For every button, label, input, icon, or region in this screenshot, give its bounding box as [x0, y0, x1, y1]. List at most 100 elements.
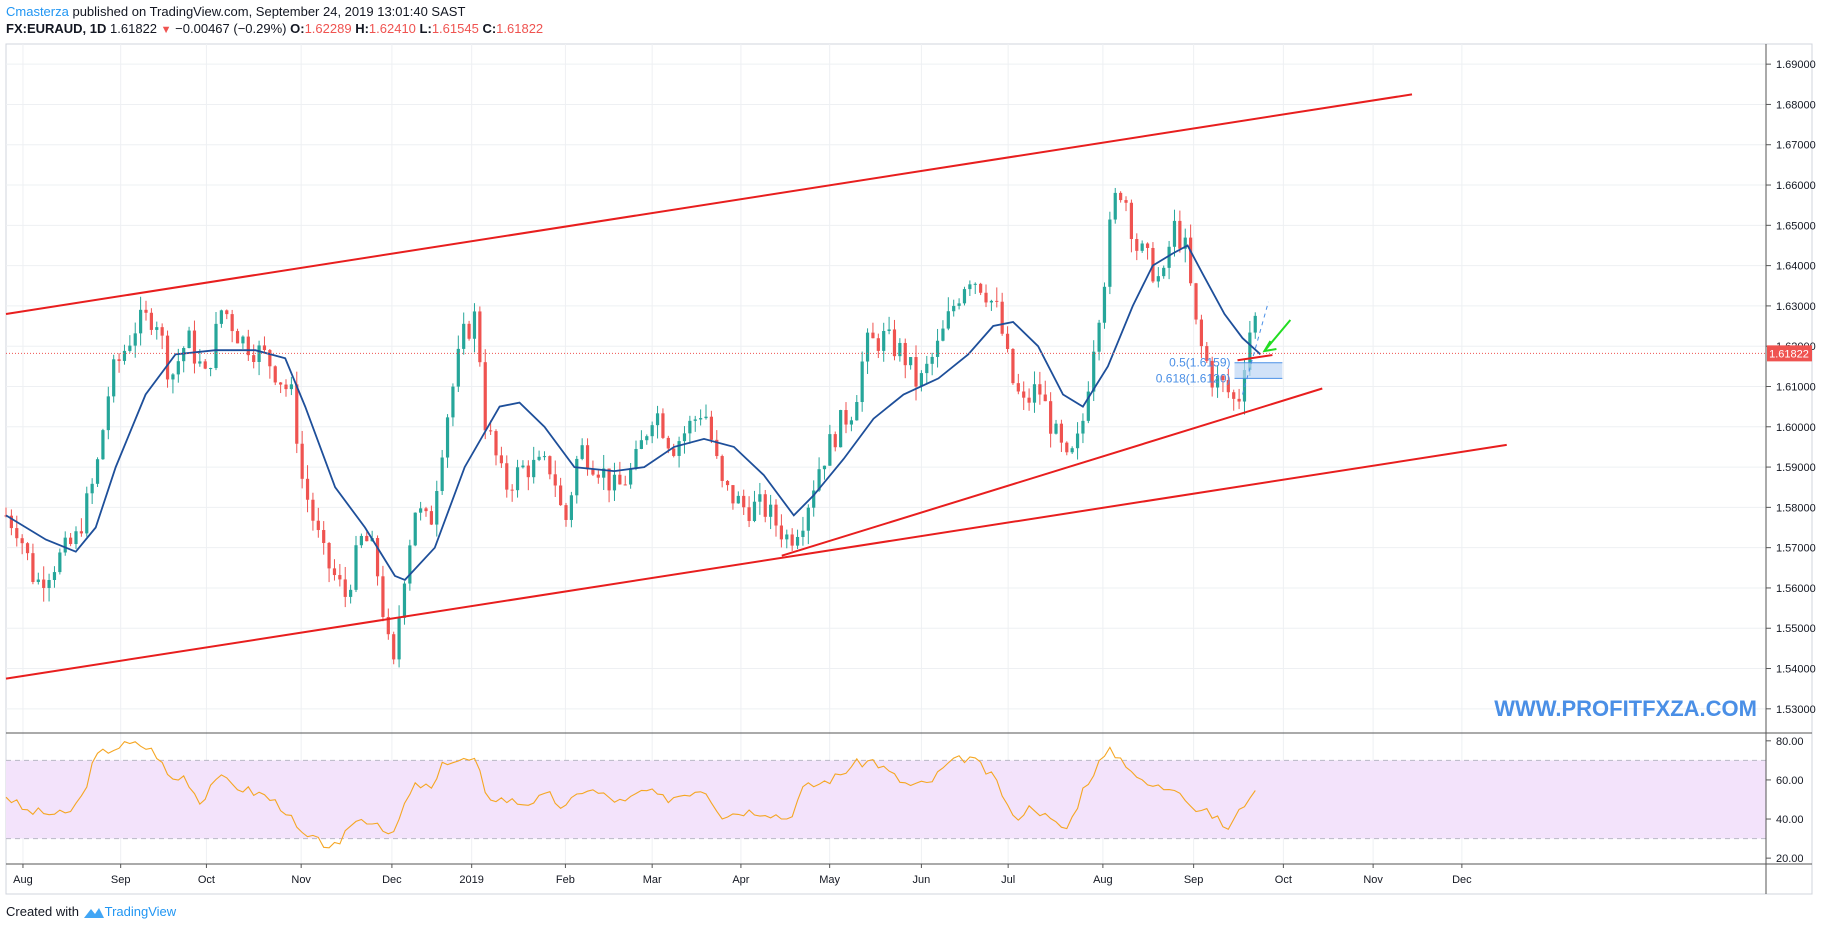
created-with-text: Created with: [6, 904, 79, 919]
price-tick-label: 1.59000: [1776, 462, 1816, 474]
chart-frame: [5, 43, 1813, 895]
price-tick-label: 1.54000: [1776, 664, 1816, 676]
candle-body: [1054, 423, 1058, 434]
candle-body: [898, 342, 902, 357]
candle-body: [1124, 200, 1128, 203]
candle-body: [580, 445, 584, 459]
candle-body: [241, 336, 245, 344]
rsi-axis[interactable]: 20.00 40.00 60.00 80.00: [1766, 736, 1804, 865]
candle-body: [402, 583, 407, 618]
candle-body: [542, 456, 547, 458]
candle-body: [661, 413, 665, 438]
candle-body: [47, 579, 51, 588]
candle-body: [844, 410, 848, 425]
candle-body: [596, 474, 600, 478]
candle-body: [919, 373, 923, 387]
price-tick-label: 1.66000: [1776, 180, 1816, 192]
candle-body: [548, 456, 552, 475]
candle-body: [790, 534, 794, 546]
fib-level-label: 0.618(1.6120): [1156, 371, 1231, 385]
candle-body: [1000, 301, 1004, 334]
trend-line: [5, 93, 1413, 315]
candle-body: [725, 480, 730, 486]
candle-body: [736, 495, 740, 504]
candle-body: [984, 292, 988, 303]
candle-body: [408, 545, 412, 584]
candle-body: [1043, 394, 1047, 402]
candle-body: [1226, 380, 1230, 393]
price-axis[interactable]: 1.53000 1.54000 1.55000 1.56000 1.57000 1.580…: [1766, 59, 1816, 716]
candle-body: [1232, 392, 1236, 399]
candle-body: [822, 465, 827, 470]
candle-body: [322, 530, 326, 543]
candle-body: [429, 511, 433, 525]
candle-body: [957, 303, 961, 306]
candle-body: [693, 419, 697, 421]
candle-body: [602, 468, 606, 478]
candle-body: [715, 439, 719, 457]
candle-body: [962, 289, 967, 304]
candle-body: [666, 437, 670, 449]
trend-line: [5, 443, 1507, 680]
time-tick-label: Oct: [1275, 874, 1292, 886]
candle-body: [774, 504, 778, 526]
candle-body: [510, 489, 514, 491]
candle-body: [849, 420, 853, 425]
candle-body: [305, 478, 310, 500]
candle-body: [720, 456, 724, 481]
candle-body: [381, 576, 385, 617]
candle-body: [1005, 333, 1010, 350]
rsi-line[interactable]: [5, 741, 1256, 849]
candle-body: [607, 468, 611, 491]
price-tick-label: 1.56000: [1776, 583, 1816, 595]
candle-body: [1097, 322, 1101, 352]
candle-body: [941, 328, 945, 341]
candle-body: [1038, 384, 1042, 395]
fib-retracement[interactable]: 0.5(1.6159)0.618(1.6120): [1156, 301, 1283, 395]
candle-body: [677, 441, 681, 456]
candle-body: [655, 413, 660, 426]
candle-body: [462, 323, 466, 349]
moving-average-line[interactable]: [5, 244, 1262, 581]
candle-body: [769, 504, 773, 517]
candle-body: [892, 329, 897, 357]
last-price-box: [1767, 345, 1812, 362]
candle-body: [688, 420, 692, 434]
time-tick-label: Oct: [198, 874, 215, 886]
price-tick-label: 1.55000: [1776, 623, 1816, 635]
channel-lines[interactable]: [5, 93, 1507, 680]
candle-body: [419, 508, 423, 513]
candle-body: [440, 457, 444, 492]
candle-body: [155, 327, 159, 330]
down-triangle-icon: ▼: [160, 24, 172, 36]
author-link[interactable]: Cmasterza: [6, 4, 69, 19]
close-value: 1.61822: [496, 21, 544, 36]
candle-body: [478, 311, 482, 363]
candle-body: [1210, 360, 1214, 388]
candle-body: [494, 431, 498, 456]
candle-body: [1194, 283, 1198, 320]
candle-body: [731, 485, 735, 504]
candle-body: [618, 474, 622, 485]
candle-body: [537, 456, 541, 460]
time-axis[interactable]: Aug Sep Oct Nov Dec 2019 Feb Mar Apr May Jun Jul Aug…: [13, 864, 1472, 886]
candle-body: [9, 515, 13, 529]
candle-body: [758, 494, 762, 502]
green-arrow-annotation[interactable]: [1262, 319, 1292, 353]
trend-line: [1237, 354, 1273, 362]
candle-body: [198, 361, 202, 364]
candle-body: [1189, 237, 1193, 284]
price-tick-label: 1.60000: [1776, 422, 1816, 434]
time-tick-label: Mar: [643, 874, 662, 886]
candle-body: [165, 335, 170, 380]
tradingview-link[interactable]: TradingView: [104, 904, 177, 919]
candlestick-series[interactable]: [4, 187, 1257, 668]
candle-body: [564, 505, 568, 520]
candle-body: [1113, 192, 1117, 220]
price-tick-label: 1.68000: [1776, 99, 1816, 111]
arrow-shaft: [1263, 319, 1292, 352]
rsi-tick-label: 60.00: [1776, 775, 1804, 787]
candle-body: [219, 310, 223, 324]
time-tick-label: Nov: [291, 874, 311, 886]
